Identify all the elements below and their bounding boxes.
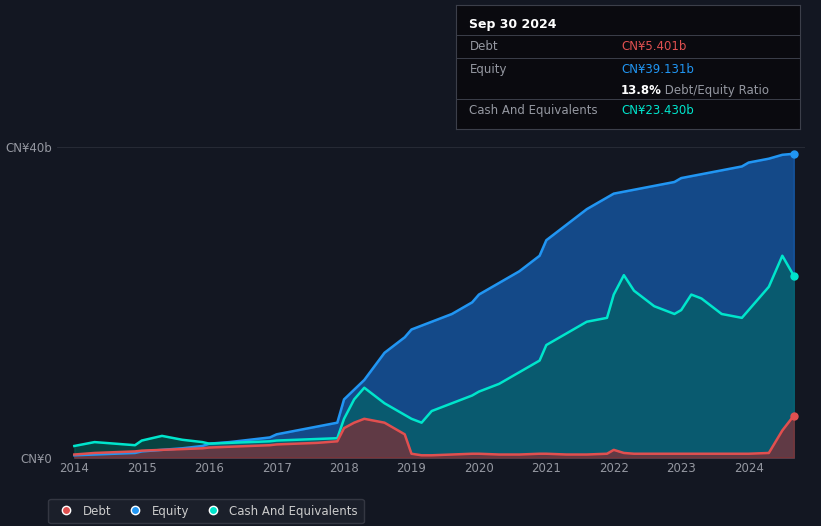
- Text: Sep 30 2024: Sep 30 2024: [470, 17, 557, 31]
- Text: CN¥39.131b: CN¥39.131b: [621, 63, 694, 76]
- Text: Cash And Equivalents: Cash And Equivalents: [470, 104, 598, 117]
- Legend: Debt, Equity, Cash And Equivalents: Debt, Equity, Cash And Equivalents: [48, 499, 364, 523]
- Text: Debt/Equity Ratio: Debt/Equity Ratio: [661, 84, 768, 97]
- Text: Debt: Debt: [470, 40, 498, 53]
- Text: 13.8%: 13.8%: [621, 84, 662, 97]
- Text: CN¥5.401b: CN¥5.401b: [621, 40, 686, 53]
- Text: Equity: Equity: [470, 63, 507, 76]
- Text: CN¥23.430b: CN¥23.430b: [621, 104, 694, 117]
